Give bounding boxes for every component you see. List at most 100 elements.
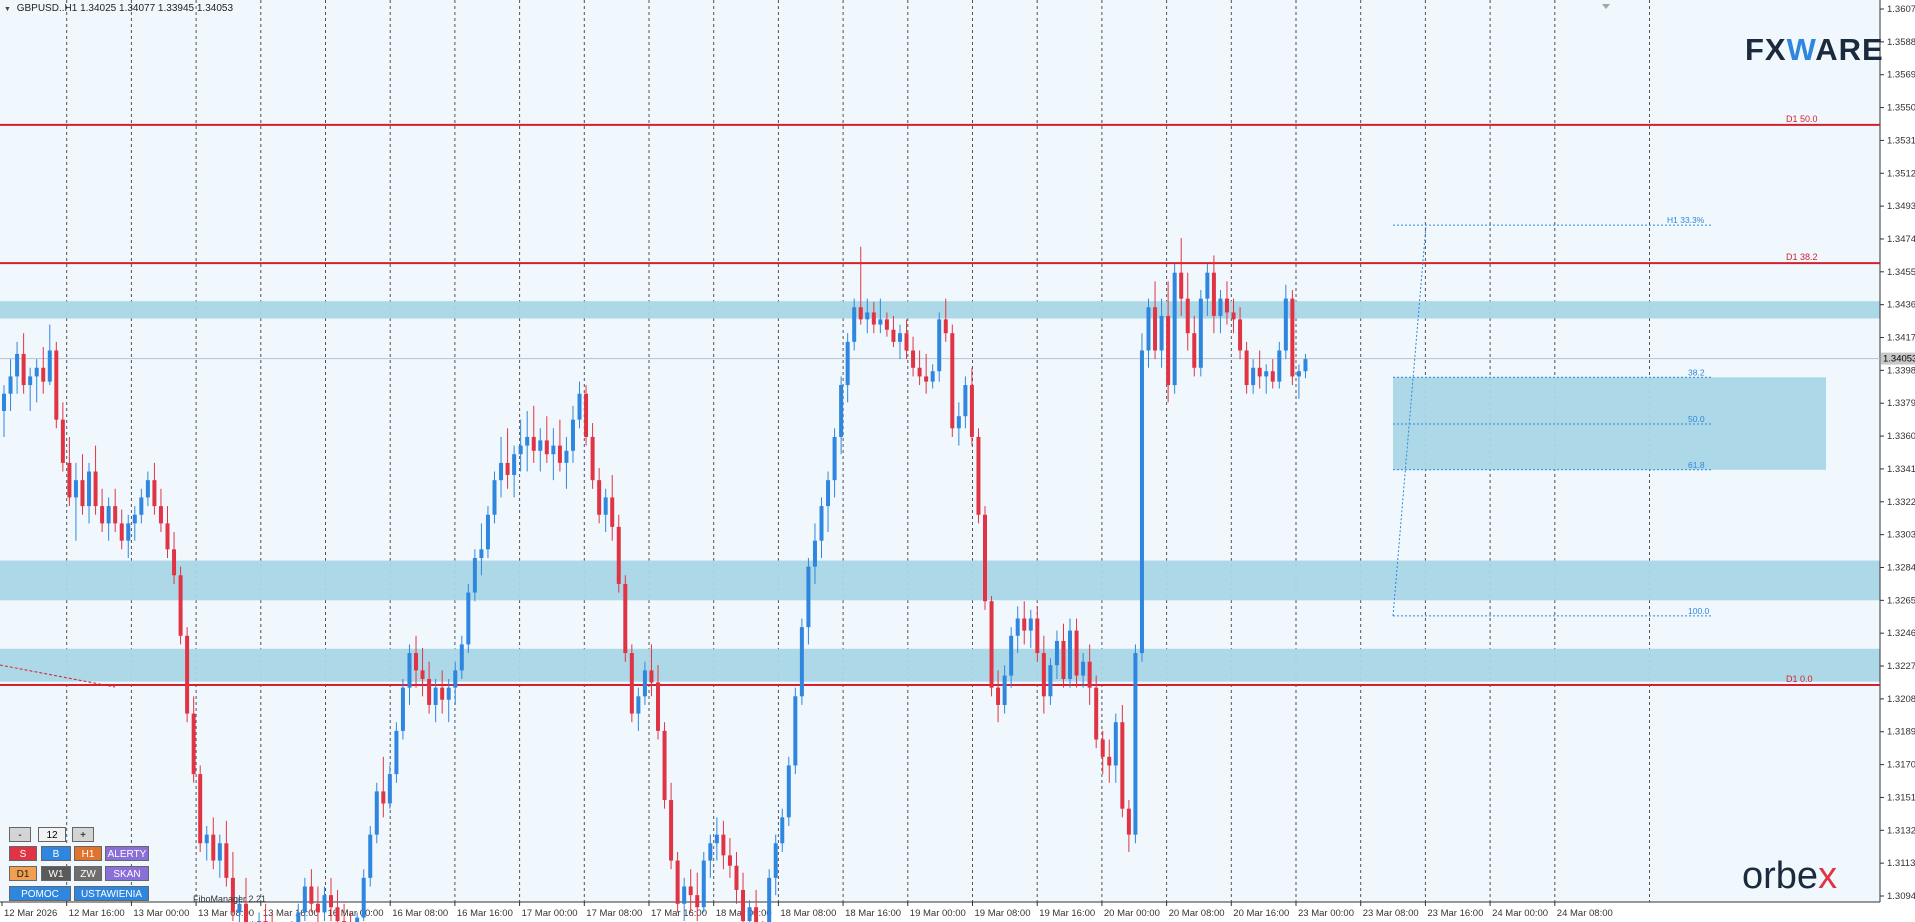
increase-button[interactable]: + [72, 827, 94, 842]
w1-button[interactable]: W1 [41, 866, 71, 881]
candle-body [865, 312, 870, 320]
time-axis-label: 23 Mar 16:00 [1427, 908, 1483, 919]
candle-body [1009, 635, 1014, 676]
candle-body [1100, 739, 1105, 757]
candle-body [1205, 272, 1210, 299]
candle-body [656, 682, 660, 731]
candle-body [381, 791, 386, 804]
candle-body [819, 506, 824, 541]
candle-body [315, 903, 320, 913]
candle-body [943, 319, 948, 334]
h1-button[interactable]: H1 [74, 846, 102, 861]
candle-body [845, 341, 850, 386]
price-axis-label: 1.31325 [1887, 825, 1915, 836]
d1-button[interactable]: D1 [9, 866, 37, 881]
candle-body [204, 834, 209, 844]
help-button[interactable]: POMOC [9, 886, 71, 901]
candle-body [296, 912, 301, 922]
candle-body [407, 653, 412, 688]
alerts-button[interactable]: ALERTY [105, 846, 149, 861]
candle-body [243, 903, 248, 922]
candle-body [701, 860, 706, 908]
candle-body [564, 450, 569, 463]
collapse-triangle-icon[interactable]: ▼ [4, 6, 11, 13]
candle-body [198, 774, 203, 844]
price-axis-label: 1.31705 [1887, 760, 1915, 771]
candle-body [1002, 675, 1007, 705]
candle-body [106, 506, 111, 524]
candle-body [741, 889, 746, 922]
price-axis-label: 1.31515 [1887, 792, 1915, 803]
settings-button[interactable]: USTAWIENIA [74, 886, 149, 901]
price-axis-label: 1.32845 [1887, 562, 1915, 573]
candle-body [1290, 298, 1295, 377]
price-axis-background [1880, 0, 1915, 922]
candle-body [956, 416, 961, 429]
candle-body [1251, 367, 1256, 386]
level-label-d1-000: D1 0.0 [1786, 674, 1813, 684]
candle-body [983, 514, 987, 602]
candle-body [1198, 298, 1203, 368]
fibo-level-label: 61.8 [1688, 460, 1705, 470]
candle-body [1224, 298, 1229, 313]
candle-body [989, 601, 994, 688]
candle-body [1146, 307, 1151, 351]
candle-body [623, 583, 628, 654]
candle-body [211, 834, 216, 861]
candle-body [1218, 298, 1223, 316]
candle-body [669, 800, 674, 861]
sell-button[interactable]: S [9, 846, 37, 861]
candle-body [767, 877, 772, 922]
price-axis-label: 1.32465 [1887, 628, 1915, 639]
candle-body [1270, 371, 1275, 382]
candle-body [734, 865, 739, 890]
current-price-tag [1881, 352, 1915, 365]
zw-button[interactable]: ZW [74, 866, 102, 881]
value-display: 12 [38, 827, 66, 842]
candle-body [414, 653, 419, 671]
fibo-level-label: 38.2 [1688, 367, 1705, 377]
decrease-button[interactable]: - [9, 827, 31, 842]
candle-body [505, 462, 510, 475]
candle-body [597, 480, 602, 515]
candle-body [1296, 371, 1301, 377]
scan-button[interactable]: SKAN [105, 866, 149, 881]
price-axis-label: 1.33225 [1887, 497, 1915, 508]
candle-body [485, 514, 490, 550]
time-axis-label: 20 Mar 08:00 [1169, 908, 1225, 919]
candle-body [512, 454, 517, 475]
candle-body [60, 419, 65, 463]
candle-body [479, 549, 484, 558]
time-axis-label: 12 Mar 2026 [4, 908, 57, 919]
candle-body [191, 713, 196, 775]
price-axis-label: 1.31895 [1887, 727, 1915, 738]
time-axis-label: 13 Mar 08:00 [198, 908, 254, 919]
candle-body [132, 514, 137, 524]
candle-body [224, 843, 229, 878]
candle-body [1257, 367, 1262, 377]
price-axis-label: 1.36075 [1887, 4, 1915, 15]
candle-body [616, 526, 621, 584]
candle-body [440, 687, 445, 700]
candle-body [826, 480, 831, 507]
candle-body [1211, 272, 1216, 316]
candle-body [47, 350, 52, 382]
candle-body [492, 480, 497, 515]
candle-body [963, 385, 968, 417]
candle-body [930, 371, 935, 382]
candle-body [217, 843, 222, 861]
candle-body [996, 687, 1001, 705]
time-axis-label: 16 Mar 16:00 [457, 908, 513, 919]
candle-body [1139, 350, 1144, 654]
candle-body [87, 471, 92, 507]
price-axis-label: 1.32275 [1887, 661, 1915, 672]
candle-body [544, 440, 549, 455]
candle-body [976, 436, 981, 515]
zone-support-mid [0, 560, 1880, 601]
symbol-name: GBPUSD..H1 [16, 3, 78, 14]
candle-body [551, 445, 556, 455]
candle-body [911, 350, 916, 368]
buy-button[interactable]: B [41, 846, 71, 861]
